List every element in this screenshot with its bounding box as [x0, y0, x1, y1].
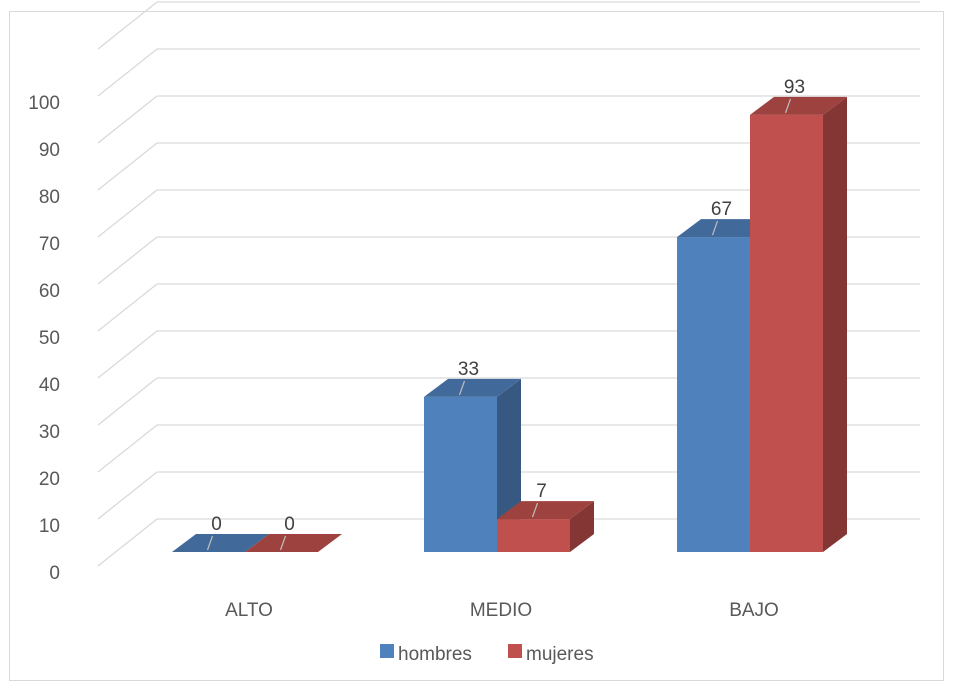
gridline-side	[97, 236, 158, 285]
y-tick-label: 70	[39, 234, 60, 255]
gridline-side	[97, 48, 158, 97]
y-tick-label: 40	[39, 375, 60, 396]
bar-side-mujeres-bajo	[823, 96, 847, 553]
bar-side-mujeres-medio	[570, 501, 594, 552]
bars	[172, 96, 847, 553]
y-tick-label: 90	[39, 140, 60, 161]
data-label-mujeres-alto: 0	[284, 514, 295, 535]
bar-mujeres-medio	[497, 519, 570, 552]
data-label-leader	[458, 380, 466, 396]
data-label-hombres-bajo: 67	[711, 199, 732, 220]
data-labels: 0 0 33 7 67 93	[206, 77, 805, 551]
bar-mujeres-bajo	[750, 114, 823, 553]
data-label-leader	[206, 535, 214, 551]
gridline-side	[97, 377, 158, 426]
gridline-side	[97, 189, 158, 238]
data-label-leader	[711, 220, 719, 236]
bar-hombres-bajo	[677, 237, 750, 552]
gridline-side	[97, 518, 158, 567]
bar-top-hombres-alto	[172, 534, 269, 552]
bar-top-mujeres-bajo	[750, 96, 847, 115]
category-label: BAJO	[729, 600, 779, 621]
data-label-leader	[784, 98, 792, 114]
category-label: ALTO	[225, 600, 273, 621]
legend-label-hombres: hombres	[398, 644, 472, 665]
y-tick-label: 60	[39, 281, 60, 302]
y-tick-label: 100	[28, 93, 60, 114]
gridline-side	[97, 330, 158, 379]
gridline-side	[97, 95, 158, 144]
gridline-side	[97, 283, 158, 332]
gridline-side	[97, 1, 158, 50]
y-tick-label: 30	[39, 422, 60, 443]
data-label-leader	[279, 535, 287, 551]
gridline-side	[97, 471, 158, 520]
y-tick-label: 80	[39, 187, 60, 208]
gridline-side	[97, 424, 158, 473]
bar-top-hombres-medio	[424, 378, 521, 397]
x-axis-categories: ALTO MEDIO BAJO	[225, 600, 779, 621]
legend-swatch-mujeres	[508, 644, 522, 658]
category-label: MEDIO	[470, 600, 532, 621]
y-tick-label: 0	[49, 563, 60, 584]
legend-label-mujeres: mujeres	[526, 644, 594, 665]
bar-top-mujeres-medio	[497, 501, 594, 520]
bar-hombres-medio	[424, 396, 497, 552]
y-tick-label: 20	[39, 469, 60, 490]
data-label-mujeres-bajo: 93	[784, 77, 805, 98]
y-tick-label: 10	[39, 516, 60, 537]
data-label-hombres-alto: 0	[211, 514, 222, 535]
bar-top-mujeres-alto	[245, 534, 342, 552]
y-tick-label: 50	[39, 328, 60, 349]
data-label-leader	[531, 502, 539, 518]
legend: hombres mujeres	[380, 644, 594, 665]
data-label-hombres-medio: 33	[458, 359, 479, 380]
bar-top-hombres-bajo	[677, 219, 774, 238]
legend-swatch-hombres	[380, 644, 394, 658]
gridline-side	[97, 142, 158, 191]
data-label-mujeres-medio: 7	[536, 481, 547, 502]
y-axis-ticks: 0 10 20 30 40 50 60 70 80 90 100	[28, 93, 60, 584]
